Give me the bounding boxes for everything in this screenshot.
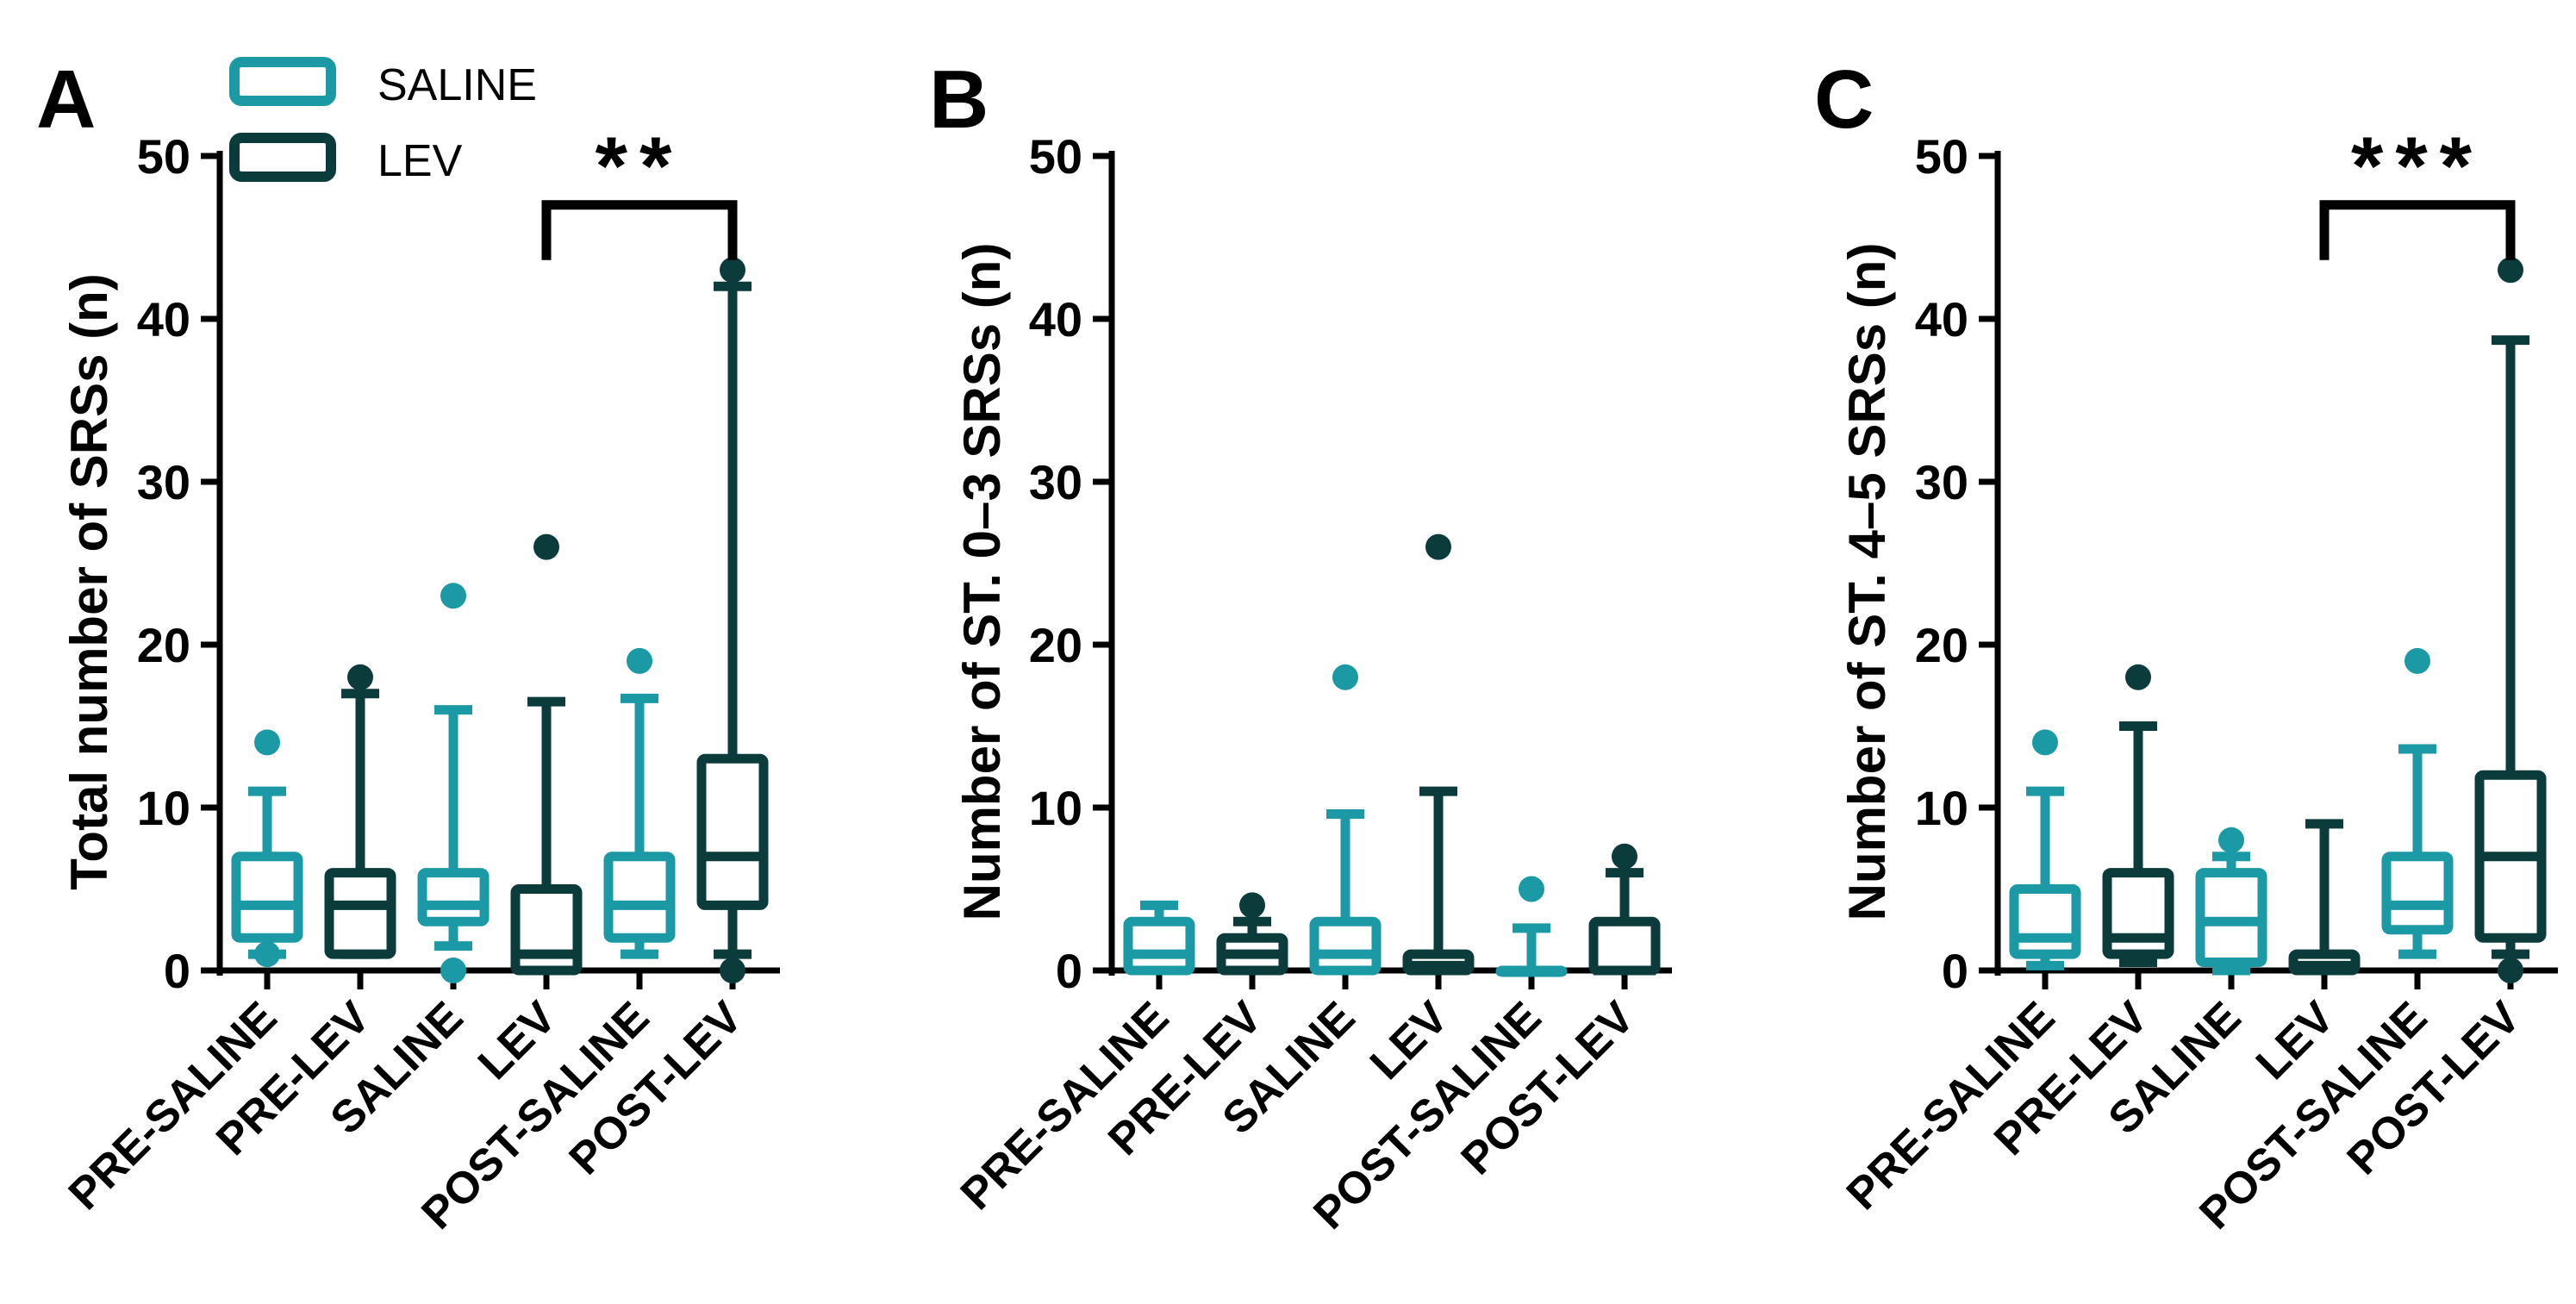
y-tick-label: 40: [137, 292, 190, 346]
outlier-point: [440, 583, 466, 609]
box-pre-saline: [1123, 900, 1195, 976]
significance-label: **: [596, 121, 684, 213]
y-tick-label: 50: [1915, 129, 1968, 184]
box-saline: [417, 583, 490, 983]
y-tick-label: 20: [1915, 618, 1968, 672]
legend: SALINE LEV: [229, 57, 537, 186]
outlier-point: [1519, 876, 1544, 902]
box-iqr: [2381, 852, 2454, 935]
y-tick-label: 20: [1029, 618, 1082, 672]
box-iqr: [1309, 916, 1382, 976]
box-iqr: [696, 753, 769, 910]
outlier-point: [1332, 664, 1358, 690]
outlier-point: [2125, 664, 2151, 690]
legend-swatch-lev: [229, 133, 336, 182]
panel-label-c: C: [1814, 53, 1874, 146]
box-saline: [2195, 827, 2267, 976]
significance-bracket: [2319, 200, 2516, 260]
outlier-point: [1425, 533, 1451, 560]
legend-swatch-saline: [229, 57, 336, 106]
outlier-point: [1612, 843, 1637, 870]
panel-a: 01020304050PRE-SALINEPRE-LEVSALINELEVPOS…: [59, 121, 780, 1239]
box-iqr: [1588, 916, 1661, 976]
box-post-lev: [2474, 257, 2547, 983]
outlier-point: [2498, 958, 2523, 983]
box-pre-lev: [1216, 892, 1288, 976]
y-tick-label: 0: [1056, 944, 1082, 998]
y-axis-title-b: Number of ST. 0–3 SRSs (n): [953, 243, 1011, 921]
box-post-saline: [603, 647, 676, 959]
box-lev: [2288, 819, 2361, 976]
box-pre-saline: [231, 729, 303, 968]
box-iqr: [324, 868, 396, 959]
legend-label-saline: SALINE: [377, 60, 537, 110]
box-saline: [1309, 664, 1382, 976]
y-axis-title-c: Number of ST. 4–5 SRSs (n): [1838, 243, 1896, 921]
significance-label: ***: [2351, 121, 2484, 213]
y-tick-label: 40: [1915, 292, 1968, 346]
outlier-point: [1239, 892, 1265, 919]
box-iqr: [417, 868, 490, 927]
box-iqr: [1123, 916, 1195, 976]
box-iqr: [231, 852, 303, 943]
y-tick-label: 50: [137, 129, 190, 184]
outlier-point: [440, 958, 466, 983]
panel-label-b: B: [929, 53, 989, 146]
y-tick-label: 30: [137, 455, 190, 509]
outlier-point: [347, 664, 373, 690]
y-axis-title-a: Total number of SRSs (n): [60, 273, 118, 890]
outlier-point: [2404, 647, 2430, 674]
outlier-point: [627, 647, 652, 674]
box-iqr: [603, 852, 676, 943]
y-tick-label: 20: [137, 618, 190, 672]
outlier-point: [2032, 729, 2058, 756]
box-post-saline: [2381, 647, 2454, 959]
outlier-point: [254, 729, 280, 756]
y-tick-label: 40: [1029, 292, 1082, 346]
outlier-point: [2218, 827, 2244, 853]
legend-label-lev: LEV: [377, 136, 463, 186]
y-tick-label: 0: [1942, 944, 1968, 998]
y-tick-label: 10: [1915, 781, 1968, 835]
panel-label-a: A: [36, 53, 96, 146]
box-post-lev: [696, 257, 769, 983]
box-iqr: [2009, 884, 2081, 959]
y-tick-label: 50: [1029, 129, 1082, 184]
box-post-saline: [1495, 876, 1568, 977]
y-tick-label: 10: [137, 781, 190, 835]
box-post-lev: [1588, 843, 1661, 976]
panel-c: 01020304050PRE-SALINEPRE-LEVSALINELEVPOS…: [1837, 121, 2558, 1239]
box-pre-lev: [2102, 664, 2174, 968]
outlier-point: [720, 257, 745, 284]
box-lev: [1402, 533, 1475, 976]
y-tick-label: 10: [1029, 781, 1082, 835]
y-tick-label: 30: [1029, 455, 1082, 509]
outlier-point: [2498, 257, 2523, 284]
outlier-point: [533, 533, 559, 560]
y-tick-label: 0: [164, 944, 190, 998]
box-pre-saline: [2009, 729, 2081, 970]
y-tick-label: 30: [1915, 455, 1968, 509]
box-pre-lev: [324, 664, 396, 959]
outlier-point: [254, 941, 280, 968]
box-lev: [510, 533, 583, 976]
panel-b: 01020304050PRE-SALINEPRE-LEVSALINELEVPOS…: [951, 129, 1672, 1239]
outlier-point: [720, 958, 745, 983]
significance-bracket: [541, 200, 738, 260]
